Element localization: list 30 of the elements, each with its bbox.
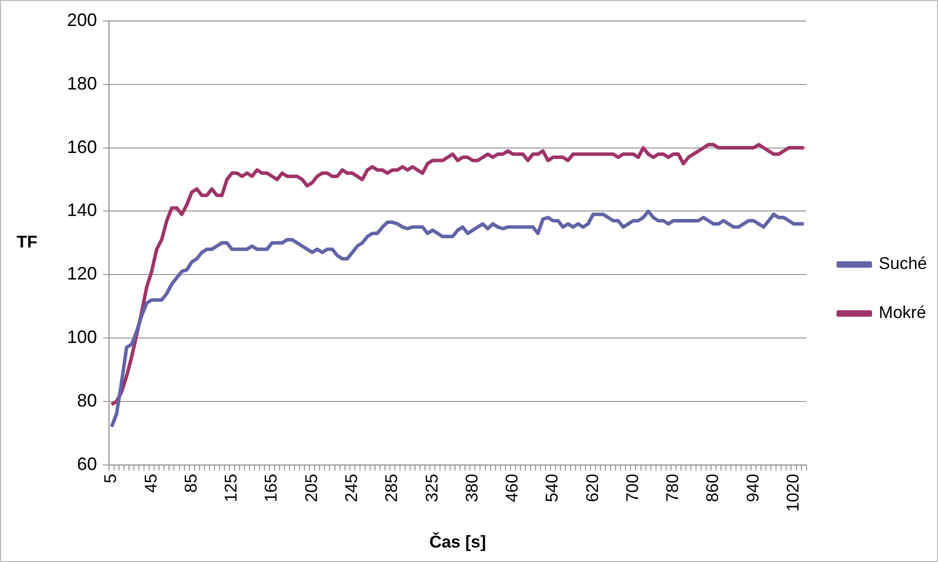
x-tick-label: 325 [422, 474, 442, 502]
x-tick-label: 780 [663, 474, 682, 502]
x-tick-label: 245 [342, 474, 362, 502]
y-tick-label: 80 [77, 390, 98, 410]
y-axis-title: TF [16, 232, 38, 252]
x-tick-label: 700 [622, 474, 642, 502]
x-tick-label: 205 [302, 474, 321, 502]
y-tick-label: 180 [66, 73, 98, 94]
x-axis-title: Čas [s] [429, 531, 486, 552]
x-tick-label: 45 [141, 474, 160, 493]
x-tick-label: 285 [382, 474, 402, 502]
x-tick-label: 125 [222, 474, 241, 502]
x-tick-label: 165 [262, 474, 281, 502]
x-tick-label: 940 [743, 474, 762, 502]
x-tick-label: 460 [502, 474, 522, 502]
x-tick-label: 620 [582, 474, 602, 502]
y-tick-label: 100 [66, 326, 98, 347]
y-tick-label: 140 [66, 200, 98, 220]
x-tick-label: 540 [542, 474, 562, 502]
y-tick-label: 200 [66, 10, 98, 30]
legend-label: Mokré [878, 303, 926, 322]
y-tick-label: 60 [77, 454, 98, 474]
legend-label: Suché [878, 254, 927, 274]
y-tick-label: 120 [66, 264, 98, 284]
x-tick-label: 380 [462, 474, 482, 502]
x-tick-label: 860 [703, 474, 722, 502]
x-tick-label: 85 [181, 474, 200, 493]
x-tick-label: 5 [101, 474, 120, 484]
y-tick-label: 160 [66, 136, 98, 157]
x-tick-label: 1020 [783, 474, 802, 512]
